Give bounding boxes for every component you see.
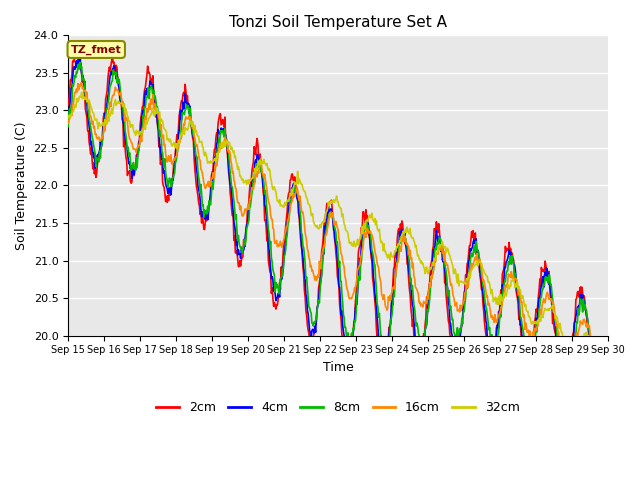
Text: TZ_fmet: TZ_fmet [71, 44, 122, 55]
X-axis label: Time: Time [323, 361, 353, 374]
Title: Tonzi Soil Temperature Set A: Tonzi Soil Temperature Set A [229, 15, 447, 30]
Y-axis label: Soil Temperature (C): Soil Temperature (C) [15, 121, 28, 250]
Legend: 2cm, 4cm, 8cm, 16cm, 32cm: 2cm, 4cm, 8cm, 16cm, 32cm [152, 396, 525, 419]
